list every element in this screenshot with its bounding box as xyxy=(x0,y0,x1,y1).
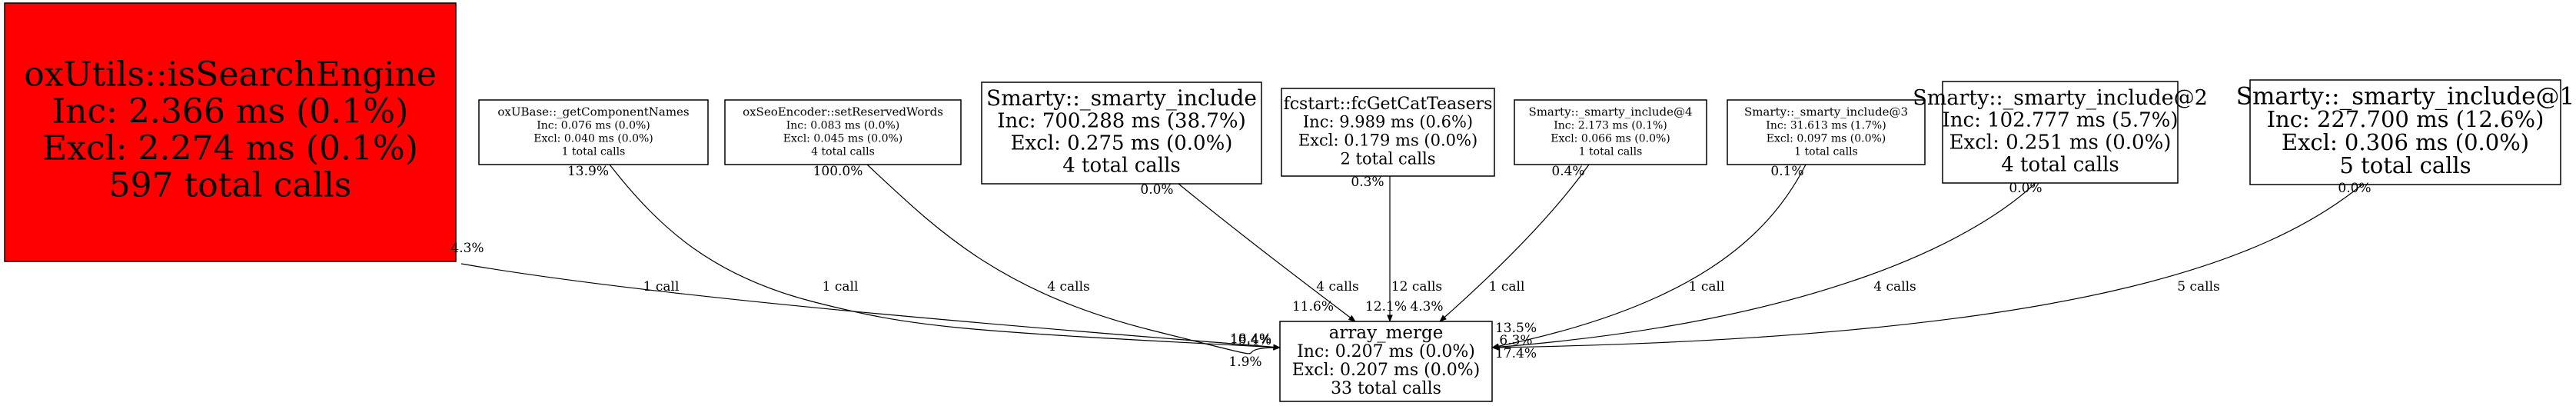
node-array-merge-total-calls: 33 total calls xyxy=(1331,379,1441,398)
node-smarty_include2-function-name: Smarty::_smarty_include@2 xyxy=(1913,86,2208,110)
node-smarty_include-exclusive-time: Excl: 0.275 ms (0.0%) xyxy=(1011,132,1233,155)
edge-smarty_include-to-array-merge xyxy=(1178,183,1356,322)
node-smarty_include4-inclusive-time: Inc: 2.173 ms (0.1%) xyxy=(1554,120,1667,132)
node-fcGetCatTeasers-function-name: fcstart::fcGetCatTeasers xyxy=(1284,95,1493,114)
edge-call-count-isSearchEngine: 1 call xyxy=(643,279,680,295)
node-setReservedWords-inclusive-time: Inc: 0.083 ms (0.0%) xyxy=(786,120,900,132)
edge-head-percent-smarty_include3: 13.5% xyxy=(1495,321,1537,336)
node-isSearchEngine-function-name: oxUtils::isSearchEngine xyxy=(24,55,437,95)
node-smarty_include4-exclusive-time: Excl: 0.066 ms (0.0%) xyxy=(1551,133,1670,145)
node-isSearchEngine-exclusive-time: Excl: 2.274 ms (0.1%) xyxy=(42,129,418,168)
node-smarty_include3-inclusive-time: Inc: 31.613 ms (1.7%) xyxy=(1766,120,1886,132)
edge-tail-percent-smarty_include1: 0.0% xyxy=(2338,181,2371,196)
node-array-merge-inclusive-time: Inc: 0.207 ms (0.0%) xyxy=(1297,342,1475,361)
edge-isSearchEngine-to-array-merge xyxy=(460,263,1281,351)
edge-head-percent-isSearchEngine: 1.9% xyxy=(1228,354,1261,370)
node-smarty_include3-total-calls: 1 total calls xyxy=(1794,146,1858,158)
edge-head-percent-setReservedWords: 19.4% xyxy=(1230,333,1271,348)
edge-tail-percent-isSearchEngine: 4.3% xyxy=(450,241,484,256)
node-fcGetCatTeasers-exclusive-time: Excl: 0.179 ms (0.0%) xyxy=(1298,131,1477,150)
node-setReservedWords-exclusive-time: Excl: 0.045 ms (0.0%) xyxy=(783,133,903,145)
node-smarty_include-function-name: Smarty::_smarty_include xyxy=(986,85,1257,111)
node-smarty_include-inclusive-time: Inc: 700.288 ms (38.7%) xyxy=(997,110,1246,133)
node-smarty_include1-inclusive-time: Inc: 227.700 ms (12.6%) xyxy=(2267,106,2544,132)
node-getComponentNames-box xyxy=(478,99,709,165)
edge-call-count-getComponentNames: 1 call xyxy=(823,279,859,295)
edge-call-count-smarty_include1: 5 calls xyxy=(2177,279,2219,295)
node-smarty_include2-total-calls: 4 total calls xyxy=(2001,154,2119,177)
node-array-merge-function-name: array_merge xyxy=(1329,323,1444,343)
edge-head-percent-smarty_include2: 6.3% xyxy=(1499,333,1532,348)
node-smarty_include1-box xyxy=(2249,79,2561,185)
edge-getComponentNames-to-array-merge xyxy=(609,164,1281,351)
edge-tail-percent-smarty_include3: 0.1% xyxy=(1770,164,1803,179)
edge-call-count-smarty_include4: 1 call xyxy=(1489,279,1525,295)
node-smarty_include2-inclusive-time: Inc: 102.777 ms (5.7%) xyxy=(1943,109,2179,132)
edge-head-percent-smarty_include: 11.6% xyxy=(1292,299,1334,314)
node-smarty_include2-box xyxy=(1942,81,2179,184)
node-setReservedWords-total-calls: 4 total calls xyxy=(811,146,875,158)
node-smarty_include3-function-name: Smarty::_smarty_include@3 xyxy=(1744,105,1908,119)
node-getComponentNames-function-name: oxUBase::_getComponentNames xyxy=(497,105,689,119)
edge-head-percent-fcGetCatTeasers: 12.1% xyxy=(1365,299,1407,314)
node-fcGetCatTeasers-total-calls: 2 total calls xyxy=(1341,150,1436,168)
node-isSearchEngine-inclusive-time: Inc: 2.366 ms (0.1%) xyxy=(52,92,409,131)
node-smarty_include-box xyxy=(981,82,1262,185)
edge-head-percent-getComponentNames: 18.4% xyxy=(1230,331,1271,347)
edge-tail-percent-smarty_include4: 0.4% xyxy=(1551,164,1584,179)
node-smarty_include-total-calls: 4 total calls xyxy=(1062,155,1180,178)
node-getComponentNames-inclusive-time: Inc: 0.076 ms (0.0%) xyxy=(537,120,650,132)
node-smarty_include4-box xyxy=(1514,99,1707,165)
node-smarty_include4-function-name: Smarty::_smarty_include@4 xyxy=(1528,105,1692,119)
node-setReservedWords-function-name: oxSeoEncoder::setReservedWords xyxy=(743,105,943,119)
edge-smarty_include2-to-array-merge xyxy=(1491,182,2036,351)
edge-tail-percent-getComponentNames: 13.9% xyxy=(567,164,609,179)
edge-smarty_include4-to-array-merge xyxy=(1439,164,1590,322)
edge-setReservedWords-to-array-merge xyxy=(866,164,1281,354)
edge-smarty_include1-to-array-merge xyxy=(1491,184,2363,351)
node-smarty_include1-function-name: Smarty::_smarty_include@1 xyxy=(2236,83,2574,111)
edges-layer xyxy=(460,164,2363,354)
node-smarty_include3-box xyxy=(1727,99,1926,165)
edge-tail-percent-fcGetCatTeasers: 0.3% xyxy=(1351,175,1384,190)
edge-call-count-fcGetCatTeasers: 12 calls xyxy=(1391,279,1442,295)
edge-call-count-smarty_include2: 4 calls xyxy=(1873,279,1916,295)
node-isSearchEngine-total-calls: 597 total calls xyxy=(109,166,352,205)
edge-tail-percent-smarty_include: 0.0% xyxy=(1140,182,1173,198)
node-smarty_include3-exclusive-time: Excl: 0.097 ms (0.0%) xyxy=(1767,133,1886,145)
node-array-merge-box xyxy=(1279,321,1493,402)
edge-call-count-setReservedWords: 4 calls xyxy=(1047,279,1089,295)
node-smarty_include2-exclusive-time: Excl: 0.251 ms (0.0%) xyxy=(1949,131,2172,155)
node-smarty_include1-total-calls: 5 total calls xyxy=(2339,152,2471,178)
node-getComponentNames-exclusive-time: Excl: 0.040 ms (0.0%) xyxy=(533,133,653,145)
node-setReservedWords-box xyxy=(724,99,962,165)
edge-head-percent-smarty_include1: 17.4% xyxy=(1495,346,1537,361)
node-isSearchEngine-box xyxy=(4,2,457,262)
edge-call-count-smarty_include3: 1 call xyxy=(1689,279,1725,295)
edge-head-percent-smarty_include4: 4.3% xyxy=(1410,299,1443,314)
edge-call-count-smarty_include: 4 calls xyxy=(1316,279,1358,295)
node-getComponentNames-total-calls: 1 total calls xyxy=(562,146,626,158)
node-fcGetCatTeasers-box xyxy=(1281,88,1495,177)
edge-tail-percent-setReservedWords: 100.0% xyxy=(813,164,863,179)
node-array-merge-exclusive-time: Excl: 0.207 ms (0.0%) xyxy=(1292,361,1480,380)
edge-tail-percent-smarty_include2: 0.0% xyxy=(2009,181,2042,196)
labels-layer: 4.3% 1 call 1.9% 13.9% 1 call 18.4% 100.0% 4 ca… xyxy=(450,164,2371,370)
node-fcGetCatTeasers-inclusive-time: Inc: 9.989 ms (0.6%) xyxy=(1303,113,1473,131)
edge-smarty_include3-to-array-merge xyxy=(1491,164,1807,350)
node-smarty_include1-exclusive-time: Excl: 0.306 ms (0.0%) xyxy=(2282,129,2529,155)
node-smarty_include4-total-calls: 1 total calls xyxy=(1579,146,1643,158)
